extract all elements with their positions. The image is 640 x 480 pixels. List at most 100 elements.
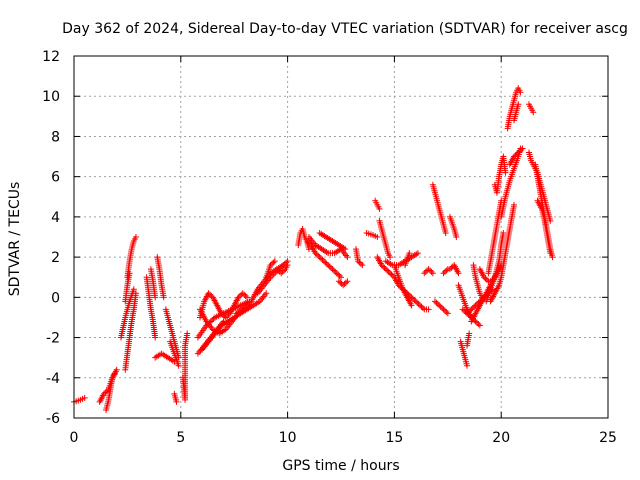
data-point [512,152,519,159]
data-point [408,302,415,309]
data-point [279,268,286,275]
x-tick-label: 10 [279,430,297,446]
data-point [387,254,394,261]
data-point [417,302,424,309]
data-point [378,262,385,269]
data-point [448,264,455,271]
data-point [515,149,522,156]
data-point [270,259,277,266]
y-tick-label: 4 [51,210,60,226]
data-point [102,389,109,396]
data-point [436,302,443,309]
grid-lines [74,56,608,418]
data-point [241,291,248,298]
data-point [439,305,446,312]
y-axis-label: SDTVAR / TECUs [7,182,23,297]
data-point [356,259,363,266]
data-point [271,258,278,265]
data-point [344,278,351,285]
data-point [320,258,327,265]
data-point [466,330,473,337]
data-point [103,388,110,395]
data-point [481,274,488,281]
data-point [418,303,425,310]
data-point [209,317,216,324]
y-tick-label: -6 [46,411,60,427]
x-tick-label: 15 [385,430,403,446]
data-point [273,266,280,273]
data-point [206,291,213,298]
data-point [81,394,88,401]
data-point [465,309,472,316]
data-point [406,250,413,257]
x-tick-label: 5 [176,430,185,446]
data-point [422,268,429,275]
x-tick-label: 25 [599,430,617,446]
data-point [263,290,270,297]
data-point [374,234,381,240]
data-point [469,305,476,312]
data-point [175,362,182,369]
data-point [387,270,394,277]
data-point [513,150,520,157]
data-point [478,294,485,301]
y-tick-label: 8 [51,129,60,145]
data-point [342,246,349,253]
data-point [205,290,212,297]
data-point [466,307,473,314]
data-point [328,264,335,271]
data-point [411,297,418,304]
data-point [473,319,480,326]
data-point [530,109,537,116]
data-points [71,85,556,413]
x-tick-label: 20 [492,430,510,446]
data-point [244,294,251,301]
data-point [549,254,556,261]
data-point [425,306,432,313]
data-point [322,259,329,266]
data-point [437,303,444,310]
y-tick-label: 10 [42,89,60,105]
data-point [385,268,392,275]
data-point [421,270,428,277]
data-point [218,310,225,317]
data-point [468,306,475,313]
data-point [340,282,347,289]
data-point [312,250,319,257]
data-point [428,268,435,275]
data-point [381,264,388,271]
data-point [443,309,450,316]
data-point [429,270,436,277]
data-point [335,278,342,285]
data-point [414,250,421,257]
data-point [160,294,167,301]
data-point [278,270,285,277]
data-point [315,252,322,259]
data-point [336,272,343,279]
data-point [500,229,507,236]
data-point [126,270,133,277]
data-point [388,271,395,278]
data-point [412,298,419,305]
data-point [415,301,422,308]
data-point [344,254,351,261]
data-point [242,292,249,299]
data-point [431,298,438,305]
x-axis-label: GPS time / hours [282,458,399,474]
y-axis-ticks: -6 -4 -2 0 2 4 6 8 10 12 [42,49,608,427]
data-point [357,260,364,267]
data-point [113,366,120,373]
data-point [111,370,118,377]
data-point [337,279,344,286]
data-point [219,311,226,318]
data-point [502,169,509,176]
data-point [414,299,421,306]
data-point [380,263,387,270]
data-point [440,306,447,313]
data-point [427,267,433,274]
data-point [341,280,348,287]
data-point [267,262,274,269]
y-tick-label: 2 [51,250,60,266]
y-tick-label: -2 [46,331,60,347]
data-point [446,266,453,273]
